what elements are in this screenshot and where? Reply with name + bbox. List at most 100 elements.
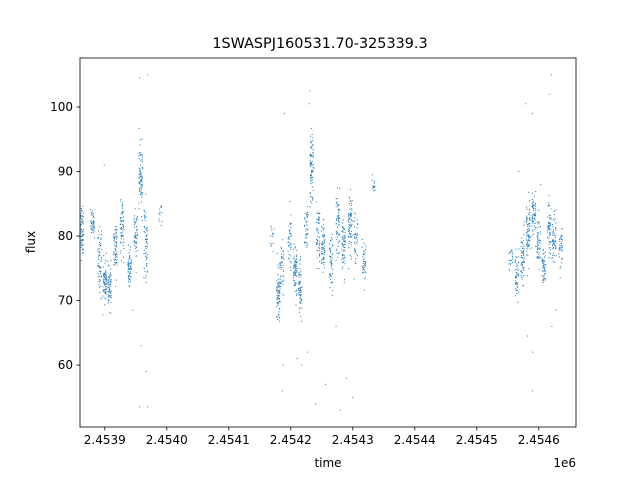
data-point (344, 250, 346, 252)
data-point (114, 258, 116, 260)
data-point (323, 264, 325, 266)
x-tick-label: 2.4539 (84, 433, 126, 447)
data-point (342, 250, 344, 252)
data-point (122, 204, 124, 206)
data-point (272, 251, 274, 253)
data-point (310, 140, 312, 142)
data-point (271, 236, 273, 238)
data-point (535, 208, 537, 210)
data-point (527, 245, 529, 247)
data-point (328, 273, 330, 275)
data-point (528, 230, 530, 232)
data-point (542, 275, 544, 277)
data-point (144, 252, 146, 254)
data-point (90, 208, 92, 210)
data-point (109, 281, 111, 283)
data-point (511, 259, 513, 261)
data-point (350, 241, 352, 243)
data-point (558, 253, 560, 255)
data-point (270, 242, 272, 244)
data-point (115, 226, 117, 228)
data-point (528, 223, 530, 225)
data-point (537, 240, 539, 242)
data-point (309, 90, 311, 92)
data-point (371, 174, 373, 176)
data-point (301, 364, 303, 366)
data-point (324, 251, 326, 253)
data-point (280, 275, 282, 277)
data-point (549, 205, 551, 207)
data-point (80, 213, 82, 215)
data-point (109, 296, 111, 298)
data-point (298, 273, 300, 275)
data-point (105, 272, 107, 274)
data-point (143, 249, 145, 251)
data-point (140, 187, 142, 189)
data-point (335, 223, 337, 225)
data-point (521, 272, 523, 274)
data-point (299, 297, 301, 299)
data-point (354, 251, 356, 253)
data-point (548, 247, 550, 249)
data-point (321, 251, 323, 253)
data-point (133, 240, 135, 242)
data-point (348, 224, 350, 226)
data-point (536, 252, 538, 254)
data-point (319, 253, 321, 255)
data-point (549, 221, 551, 223)
data-point (128, 268, 130, 270)
data-point (116, 232, 118, 234)
data-point (542, 281, 544, 283)
data-point (310, 141, 312, 143)
data-point (550, 217, 552, 219)
data-point (109, 272, 111, 274)
data-point (343, 249, 345, 251)
data-point (526, 224, 528, 226)
data-point (277, 264, 279, 266)
data-point (300, 291, 302, 293)
data-point (323, 240, 325, 242)
data-point (523, 261, 525, 263)
data-point (145, 282, 147, 284)
data-point (83, 212, 85, 214)
data-point (517, 282, 519, 284)
data-point (304, 220, 306, 222)
data-point (311, 148, 313, 150)
data-point (93, 228, 95, 230)
data-point (555, 209, 557, 211)
data-point (296, 275, 298, 277)
data-point (147, 74, 149, 76)
data-point (306, 213, 308, 215)
data-point (288, 244, 290, 246)
data-point (536, 235, 538, 237)
data-point (355, 213, 357, 215)
data-point (558, 249, 560, 251)
data-point (121, 260, 122, 262)
data-point (342, 225, 344, 227)
data-point (160, 224, 162, 226)
data-point (354, 238, 356, 240)
data-point (99, 254, 101, 256)
data-point (293, 284, 295, 286)
data-point (541, 261, 543, 263)
data-point (146, 265, 148, 267)
data-point (354, 217, 356, 219)
data-point (277, 295, 279, 297)
data-point (342, 257, 344, 259)
data-point (356, 223, 358, 225)
data-point (145, 212, 147, 214)
data-point (122, 220, 124, 222)
data-point (298, 272, 300, 274)
data-point (105, 283, 107, 285)
data-point (516, 274, 518, 276)
data-point (515, 277, 517, 279)
data-point (290, 235, 292, 237)
data-point (520, 264, 522, 266)
data-point (299, 282, 301, 284)
data-point (533, 204, 535, 206)
data-point (123, 248, 125, 250)
data-point (300, 280, 302, 282)
data-point (549, 232, 551, 234)
data-point (82, 230, 84, 232)
data-point (309, 192, 311, 194)
